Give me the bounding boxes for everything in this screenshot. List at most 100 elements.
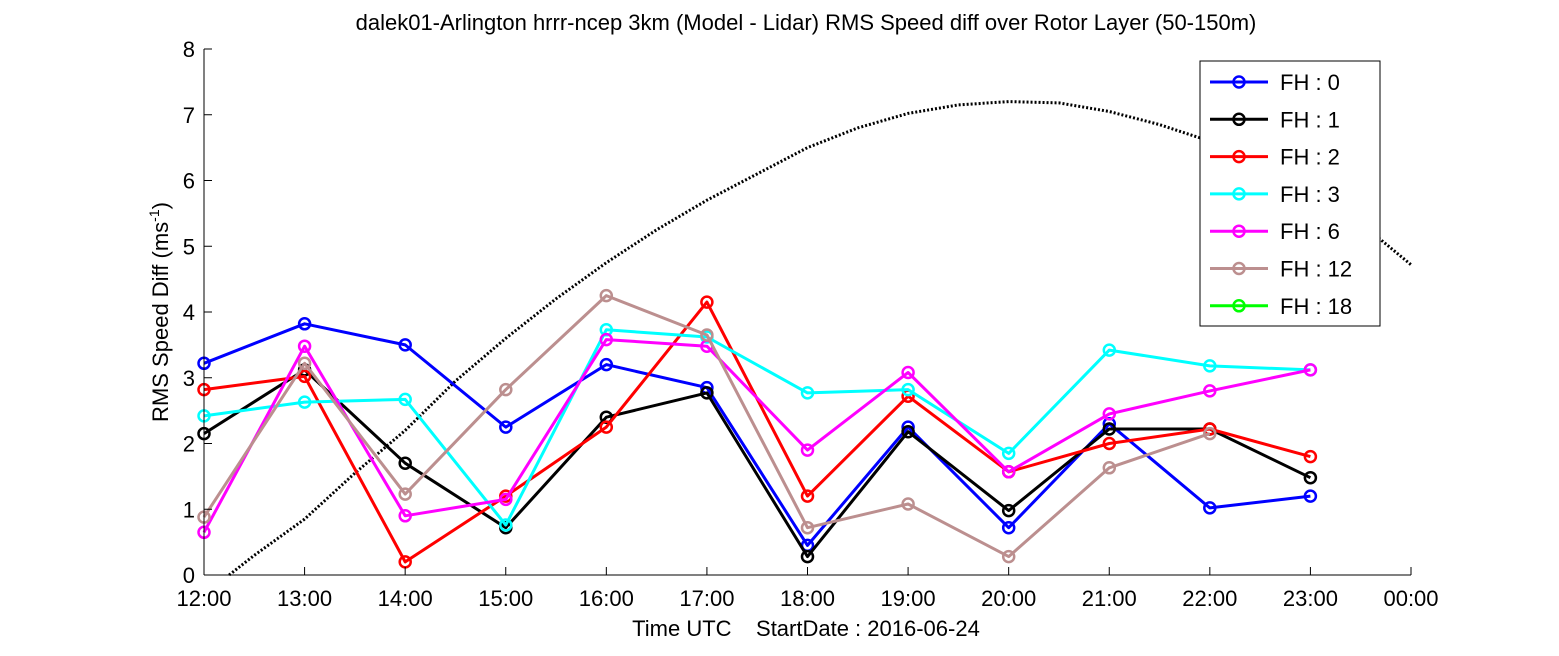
y-tick-label: 1 <box>183 497 195 522</box>
data-point <box>297 369 312 384</box>
legend-label: FH : 2 <box>1280 145 1340 170</box>
x-tick-label: 12:00 <box>176 586 231 611</box>
data-point <box>1001 465 1016 479</box>
y-tick-label: 5 <box>183 234 195 259</box>
legend-item: FH : 18 <box>1210 294 1352 319</box>
data-point <box>599 420 614 434</box>
legend-box <box>1199 60 1381 327</box>
data-point <box>901 365 915 380</box>
data-point <box>398 392 412 407</box>
data-point <box>499 382 513 397</box>
data-point <box>297 317 312 331</box>
data-point <box>700 328 714 342</box>
data-point <box>398 338 412 352</box>
data-point <box>297 356 312 371</box>
data-point <box>398 456 412 470</box>
data-point <box>499 492 513 507</box>
data-point <box>901 382 915 397</box>
x-tick-label: 15:00 <box>478 586 533 611</box>
x-tick-label: 22:00 <box>1182 586 1237 611</box>
y-tick-label: 3 <box>183 366 195 391</box>
y-tick-label: 0 <box>183 563 195 588</box>
data-point <box>599 288 614 303</box>
series-line <box>203 368 1312 559</box>
data-point <box>901 424 915 439</box>
legend-marker <box>1232 75 1246 89</box>
data-point <box>499 518 513 532</box>
y-tick-label: 4 <box>183 300 195 325</box>
x-tick-label: 16:00 <box>579 586 634 611</box>
x-tick-label: 14:00 <box>378 586 433 611</box>
legend-item: FH : 0 <box>1210 70 1340 95</box>
x-tick-label: 00:00 <box>1383 586 1438 611</box>
data-point <box>297 395 312 409</box>
data-point <box>800 386 815 400</box>
y-tick-label: 6 <box>183 169 195 194</box>
data-point <box>700 386 714 400</box>
series-line <box>203 322 1311 547</box>
data-point <box>800 549 815 564</box>
legend-label: FH : 1 <box>1280 107 1340 132</box>
legend-item: FH : 12 <box>1210 257 1352 282</box>
x-axis-label: Time UTC StartDate : 2016-06-24 <box>632 616 980 641</box>
legend-item: FH : 3 <box>1210 182 1340 207</box>
legend-label: FH : 12 <box>1280 257 1352 282</box>
data-point <box>800 489 815 503</box>
data-point <box>1102 436 1117 451</box>
legend-marker <box>1232 261 1246 276</box>
x-tick-label: 17:00 <box>679 586 734 611</box>
legend-marker <box>1232 112 1246 127</box>
legend-marker <box>1232 224 1246 238</box>
y-tick-label: 7 <box>183 103 195 128</box>
data-point <box>499 420 513 434</box>
series-line <box>202 338 1311 534</box>
legend: FH : 0 FH : 1 FH : 2 FH : 3 FH : 6 FH : 12 FH … <box>1199 60 1381 327</box>
x-tick-label: 13:00 <box>277 586 332 611</box>
data-point <box>398 487 412 501</box>
data-point <box>599 357 614 372</box>
legend-marker <box>1232 187 1246 201</box>
chart-title: dalek01-Arlington hrrr-ncep 3km (Model -… <box>356 10 1257 35</box>
x-tick-label: 19:00 <box>881 586 936 611</box>
x-tick-label: 21:00 <box>1082 586 1137 611</box>
data-point <box>398 509 412 523</box>
series-line <box>203 328 1311 527</box>
legend-items: FH : 0 FH : 1 FH : 2 FH : 3 FH : 6 FH : 12 FH … <box>1210 70 1352 319</box>
legend-item: FH : 2 <box>1210 145 1340 170</box>
series-4 <box>197 332 1318 540</box>
legend-label: FH : 0 <box>1280 70 1340 95</box>
legend-label: FH : 18 <box>1280 294 1352 319</box>
y-tick-label: 2 <box>183 432 195 457</box>
data-point <box>700 295 714 309</box>
data-point <box>800 443 815 457</box>
legend-label: FH : 6 <box>1280 219 1340 244</box>
data-point <box>1001 503 1016 518</box>
data-point <box>599 332 614 347</box>
data-point <box>1102 407 1117 421</box>
data-point <box>1203 359 1217 373</box>
x-tick-label: 18:00 <box>780 586 835 611</box>
legend-label: FH : 3 <box>1280 182 1340 207</box>
y-axis-label-sup: -1 <box>146 209 162 222</box>
data-point <box>1102 461 1117 475</box>
series-line <box>202 294 1211 559</box>
legend-item: FH : 6 <box>1210 219 1340 244</box>
data-point <box>1303 363 1318 377</box>
data-point <box>1303 470 1318 485</box>
y-axis-label-main: RMS Speed Diff (ms <box>148 222 173 422</box>
y-axis-label-end: ) <box>148 202 173 209</box>
data-point <box>1001 446 1016 461</box>
y-tick-label: 8 <box>183 37 195 62</box>
data-point <box>1203 426 1217 441</box>
data-point <box>1001 549 1016 564</box>
data-point <box>1102 422 1117 436</box>
legend-item: FH : 1 <box>1210 107 1340 132</box>
data-point <box>800 520 815 535</box>
legend-marker <box>1232 299 1246 313</box>
data-point <box>1203 501 1217 515</box>
series-5 <box>197 288 1217 564</box>
series-3 <box>197 323 1318 532</box>
x-tick-label: 20:00 <box>981 586 1036 611</box>
data-point <box>1102 343 1117 357</box>
